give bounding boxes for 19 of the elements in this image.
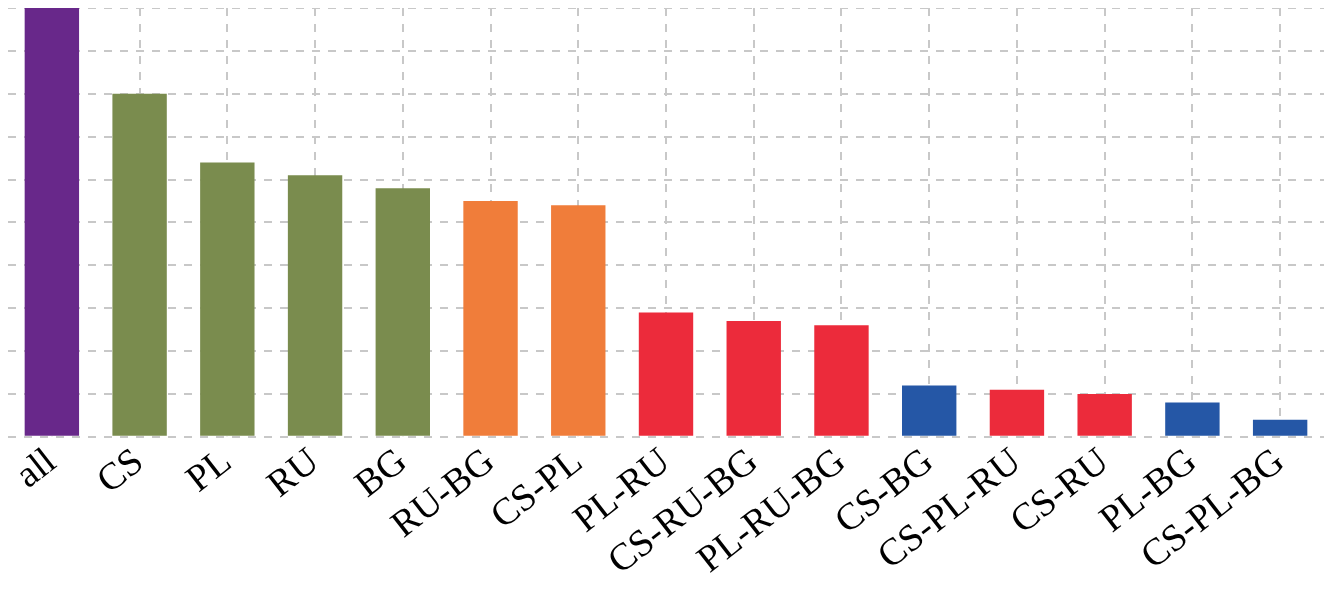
bar	[638, 312, 694, 436]
x-tick-label: all	[7, 438, 63, 496]
bar	[1165, 402, 1220, 436]
bar	[24, 8, 80, 436]
bar	[989, 389, 1045, 436]
bar	[287, 175, 343, 436]
bar	[814, 325, 869, 436]
x-tick-label: RU	[258, 438, 327, 505]
bar	[1252, 419, 1308, 436]
x-tick-label: CS	[88, 438, 151, 501]
bar	[375, 188, 430, 436]
bar	[200, 162, 255, 436]
bar	[902, 385, 957, 436]
bar	[1077, 393, 1132, 436]
bar	[726, 321, 781, 436]
bar	[112, 93, 167, 436]
bar	[463, 200, 518, 436]
bar	[551, 205, 606, 436]
x-tick-label: PL	[177, 438, 239, 500]
